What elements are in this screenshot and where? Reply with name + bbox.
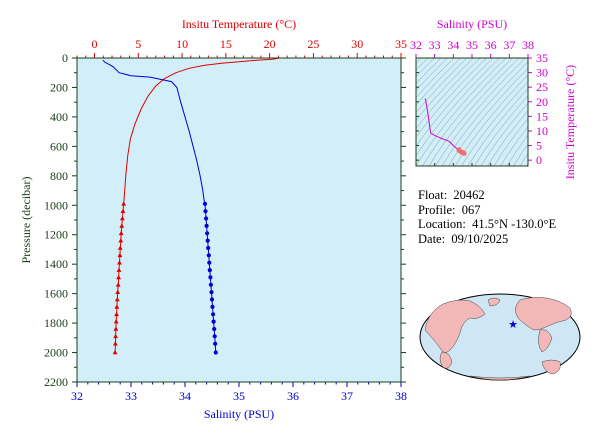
salinity-marker <box>207 261 211 265</box>
salinity-marker <box>212 320 216 324</box>
location-line: Location: 41.5°N -130.0°E <box>418 217 556 232</box>
density-contour <box>579 53 595 166</box>
ts-salinity-tick-label: 35 <box>466 38 478 52</box>
ts-temperature-tick-label: 15 <box>536 109 548 123</box>
pressure-tick-label: 2200 <box>44 375 68 389</box>
float-line: Float: 20462 <box>418 188 556 203</box>
salinity-tick-label: 32 <box>71 389 83 403</box>
pressure-tick-label: 2000 <box>44 346 68 360</box>
salinity-tick-label: 35 <box>233 389 245 403</box>
salinity-tick-label: 36 <box>287 389 299 403</box>
temperature-tick-label: 20 <box>264 37 276 51</box>
pressure-axis-label: Pressure (decibar) <box>19 177 33 264</box>
salinity-marker <box>207 253 211 257</box>
float-info-panel: Float: 20462 Profile: 067 Location: 41.5… <box>418 188 556 246</box>
pressure-tick-label: 200 <box>50 80 68 94</box>
ts-temperature-tick-label: 10 <box>536 124 548 138</box>
pressure-tick-label: 1600 <box>44 287 68 301</box>
float-id: 20462 <box>453 188 484 202</box>
ts-deep-marker <box>461 151 466 156</box>
temperature-axis-label: Insitu Temperature (°C) <box>182 17 296 31</box>
date-line: Date: 09/10/2025 <box>418 232 556 247</box>
location-label: Location: <box>418 217 466 231</box>
salinity-marker <box>205 224 209 228</box>
pressure-tick-label: 1800 <box>44 316 68 330</box>
profile-line: Profile: 067 <box>418 203 556 218</box>
salinity-marker <box>206 246 210 250</box>
temperature-tick-label: 5 <box>135 37 141 51</box>
salinity-marker <box>203 202 207 206</box>
pressure-tick-label: 1400 <box>44 257 68 271</box>
ts-salinity-tick-label: 32 <box>410 38 422 52</box>
ts-temperature-tick-label: 25 <box>536 80 548 94</box>
salinity-marker <box>210 305 214 309</box>
float-label: Float: <box>418 188 447 202</box>
salinity-marker <box>212 327 216 331</box>
profile-id: 067 <box>462 203 481 217</box>
salinity-tick-label: 34 <box>179 389 191 403</box>
density-contour <box>592 53 595 166</box>
ts-salinity-tick-label: 37 <box>503 38 515 52</box>
float-location-marker: ★ <box>508 319 518 331</box>
ts-temperature-axis-label: Insitu Temperature (°C) <box>563 65 577 179</box>
salinity-marker <box>213 334 217 338</box>
salinity-axis-label: Salinity (PSU) <box>204 407 274 421</box>
temperature-tick-label: 10 <box>176 37 188 51</box>
temperature-tick-label: 30 <box>351 37 363 51</box>
salinity-marker <box>206 239 210 243</box>
location-map: ★ <box>420 294 580 380</box>
salinity-tick-label: 38 <box>395 389 407 403</box>
pressure-tick-label: 600 <box>50 139 68 153</box>
pressure-tick-label: 0 <box>62 51 68 65</box>
salinity-tick-label: 37 <box>341 389 353 403</box>
salinity-marker <box>209 283 213 287</box>
ts-salinity-tick-label: 36 <box>485 38 497 52</box>
ts-salinity-tick-label: 34 <box>447 38 459 52</box>
ts-salinity-tick-label: 38 <box>522 38 534 52</box>
temperature-tick-label: 35 <box>395 37 407 51</box>
salinity-marker <box>203 209 207 213</box>
salinity-marker <box>208 275 212 279</box>
ts-salinity-axis-label: Salinity (PSU) <box>437 17 507 31</box>
salinity-marker <box>208 268 212 272</box>
profile-plot-area <box>77 58 401 382</box>
salinity-marker <box>211 312 215 316</box>
salinity-marker <box>210 297 214 301</box>
ts-temperature-tick-label: 5 <box>536 139 542 153</box>
profile-chart: 0200400600800100012001400160018002000220… <box>19 17 407 421</box>
date-value: 09/10/2025 <box>451 232 508 246</box>
pressure-tick-label: 1200 <box>44 228 68 242</box>
pressure-tick-label: 400 <box>50 110 68 124</box>
salinity-tick-label: 33 <box>125 389 137 403</box>
salinity-marker <box>209 290 213 294</box>
salinity-marker <box>205 231 209 235</box>
pressure-tick-label: 1000 <box>44 198 68 212</box>
salinity-marker <box>214 350 218 354</box>
density-contour <box>585 53 595 166</box>
temperature-tick-label: 0 <box>92 37 98 51</box>
temperature-tick-label: 25 <box>307 37 319 51</box>
ts-temperature-tick-label: 30 <box>536 66 548 80</box>
date-label: Date: <box>418 232 445 246</box>
ts-temperature-tick-label: 35 <box>536 51 548 65</box>
salinity-marker <box>204 216 208 220</box>
temperature-tick-label: 15 <box>220 37 232 51</box>
ts-temperature-tick-label: 0 <box>536 153 542 167</box>
pressure-tick-label: 800 <box>50 169 68 183</box>
density-contour <box>520 53 595 166</box>
salinity-marker <box>213 342 217 346</box>
ts-salinity-tick-label: 33 <box>429 38 441 52</box>
location-value: 41.5°N -130.0°E <box>472 217 556 231</box>
ts-temperature-tick-label: 20 <box>536 95 548 109</box>
profile-label: Profile: <box>418 203 456 217</box>
